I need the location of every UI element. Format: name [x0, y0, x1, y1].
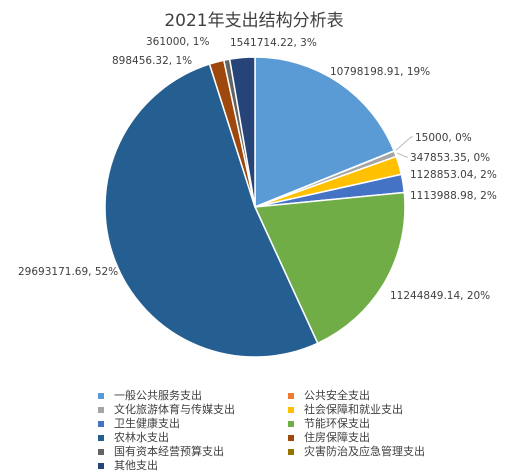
- legend-label: 卫生健康支出: [114, 417, 180, 430]
- legend-item: 一般公共服务支出: [98, 389, 278, 403]
- legend-label: 公共安全支出: [304, 389, 370, 402]
- pie-slice: [228, 56, 256, 208]
- legend-item: 节能环保支出: [288, 417, 468, 431]
- data-label: 11244849.14, 20%: [390, 290, 490, 302]
- pie-slice: [253, 191, 406, 345]
- pie-slice: [254, 56, 396, 209]
- legend-label: 其他支出: [114, 459, 158, 472]
- legend-swatch: [98, 407, 104, 413]
- legend-swatch: [98, 449, 104, 455]
- data-label: 1541714.22, 3%: [230, 37, 317, 49]
- legend-swatch: [98, 421, 104, 427]
- legend-swatch: [98, 463, 104, 469]
- legend-label: 住房保障支出: [304, 431, 370, 444]
- pie-slice: [104, 63, 319, 358]
- data-label: 347853.35, 0%: [410, 152, 490, 164]
- data-label: 29693171.69, 52%: [18, 266, 118, 278]
- legend-item: 卫生健康支出: [98, 417, 278, 431]
- legend-swatch: [288, 421, 294, 427]
- legend-item: 文化旅游体育与传媒支出: [98, 403, 278, 417]
- legend-swatch: [98, 393, 104, 399]
- legend-item: 其他支出: [98, 459, 278, 473]
- legend-swatch: [288, 407, 294, 413]
- legend-label: 一般公共服务支出: [114, 389, 202, 402]
- data-label: 898456.32, 1%: [112, 55, 192, 67]
- data-label: 1128853.04, 2%: [410, 169, 497, 181]
- leader-line: [396, 152, 408, 158]
- leader-line: [395, 136, 413, 151]
- legend-label: 社会保障和就业支出: [304, 403, 403, 416]
- legend-swatch: [288, 435, 294, 441]
- legend-swatch: [98, 435, 104, 441]
- legend-item: 社会保障和就业支出: [288, 403, 468, 417]
- data-label: 361000, 1%: [146, 36, 209, 48]
- legend-swatch: [288, 449, 294, 455]
- legend-item: 国有资本经营预算支出: [98, 445, 278, 459]
- legend-item: 住房保障支出: [288, 431, 468, 445]
- legend-item: 公共安全支出: [288, 389, 468, 403]
- legend-swatch: [288, 393, 294, 399]
- legend-label: 国有资本经营预算支出: [114, 445, 224, 458]
- legend-label: 灾害防治及应急管理支出: [304, 445, 425, 458]
- chart-title: 2021年支出结构分析表: [164, 11, 344, 31]
- legend: 一般公共服务支出 公共安全支出文化旅游体育与传媒支出 社会保障和就业支出卫生健康支出…: [98, 389, 478, 473]
- legend-item: 灾害防治及应急管理支出: [288, 445, 468, 459]
- legend-label: 文化旅游体育与传媒支出: [114, 403, 235, 416]
- legend-label: 节能环保支出: [304, 417, 370, 430]
- data-label: 10798198.91, 19%: [330, 66, 430, 78]
- data-label: 15000, 0%: [415, 132, 472, 144]
- legend-label: 农林水支出: [114, 431, 169, 444]
- legend-item: 农林水支出: [98, 431, 278, 445]
- data-label: 1113988.98, 2%: [410, 190, 497, 202]
